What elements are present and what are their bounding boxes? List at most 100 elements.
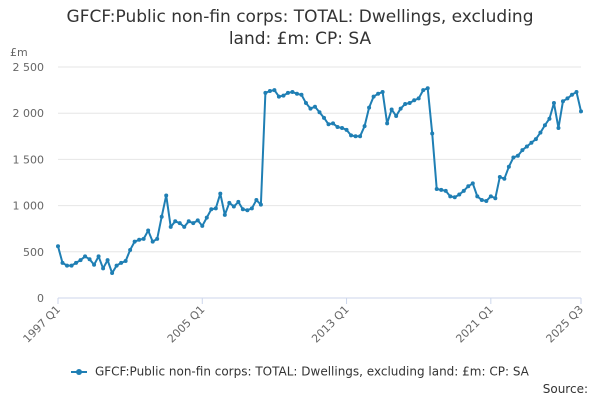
data-point bbox=[150, 239, 155, 244]
data-point bbox=[92, 262, 97, 267]
x-tick-label: 1997 Q1 bbox=[21, 303, 64, 346]
data-point bbox=[159, 214, 164, 219]
data-point bbox=[529, 140, 534, 145]
data-point bbox=[240, 207, 245, 212]
data-point bbox=[493, 196, 498, 201]
data-point bbox=[222, 212, 227, 217]
data-point bbox=[285, 90, 290, 95]
data-point bbox=[308, 106, 313, 111]
data-point bbox=[560, 99, 565, 104]
data-point bbox=[358, 134, 363, 139]
data-point bbox=[376, 91, 381, 96]
data-point bbox=[569, 92, 574, 97]
data-point bbox=[412, 98, 417, 103]
y-tick-label: 0 bbox=[37, 292, 44, 305]
data-point bbox=[56, 244, 60, 249]
data-point bbox=[520, 148, 525, 153]
legend-series-label: GFCF:Public non-fin corps: TOTAL: Dwelli… bbox=[94, 364, 529, 379]
data-point bbox=[276, 94, 281, 99]
data-point bbox=[114, 263, 119, 268]
data-point bbox=[299, 92, 304, 97]
data-point bbox=[141, 236, 146, 241]
data-point bbox=[317, 110, 322, 115]
data-point bbox=[371, 94, 376, 99]
data-point bbox=[538, 130, 543, 135]
data-point bbox=[367, 105, 372, 110]
data-point bbox=[245, 208, 250, 213]
data-point bbox=[218, 191, 223, 196]
data-point bbox=[488, 194, 493, 199]
data-point bbox=[101, 266, 106, 271]
source-label: Source: bbox=[542, 382, 588, 396]
data-point bbox=[385, 121, 390, 126]
data-point bbox=[430, 131, 435, 136]
data-point bbox=[303, 101, 308, 106]
data-point bbox=[272, 88, 277, 93]
data-point bbox=[60, 260, 65, 265]
data-point bbox=[65, 263, 70, 268]
data-point bbox=[312, 104, 317, 109]
data-point bbox=[511, 155, 516, 160]
data-point bbox=[123, 259, 128, 264]
data-point bbox=[231, 204, 236, 209]
legend-dot-sample bbox=[76, 368, 83, 375]
data-point bbox=[69, 263, 74, 268]
data-point bbox=[78, 258, 83, 263]
data-point bbox=[200, 223, 205, 228]
data-point bbox=[547, 116, 552, 121]
data-point bbox=[394, 113, 399, 118]
data-point bbox=[470, 181, 475, 186]
data-point bbox=[83, 254, 88, 259]
data-point bbox=[326, 122, 331, 127]
data-point bbox=[267, 89, 272, 94]
data-point bbox=[457, 192, 462, 197]
data-point bbox=[87, 257, 92, 262]
data-point bbox=[479, 198, 484, 203]
chart-legend[interactable]: GFCF:Public non-fin corps: TOTAL: Dwelli… bbox=[0, 364, 600, 379]
data-point bbox=[119, 260, 124, 265]
data-point bbox=[551, 101, 556, 106]
data-point bbox=[497, 174, 502, 179]
data-point bbox=[128, 247, 133, 252]
data-point bbox=[466, 184, 471, 189]
data-point bbox=[416, 96, 421, 101]
data-point bbox=[74, 260, 79, 265]
data-point bbox=[353, 134, 358, 139]
data-point bbox=[173, 219, 178, 224]
data-point bbox=[349, 133, 354, 138]
data-point bbox=[407, 101, 412, 106]
data-point bbox=[110, 271, 115, 276]
data-point bbox=[565, 96, 570, 101]
data-point bbox=[380, 89, 385, 94]
data-point bbox=[556, 125, 561, 130]
data-point bbox=[263, 90, 268, 95]
x-tick-label: 2025 Q3 bbox=[544, 303, 587, 346]
data-point bbox=[344, 127, 349, 132]
data-point bbox=[439, 187, 444, 192]
data-point bbox=[322, 115, 327, 120]
data-point bbox=[340, 125, 345, 130]
data-point bbox=[533, 137, 538, 142]
data-point bbox=[484, 198, 489, 203]
data-point bbox=[96, 254, 101, 259]
data-point bbox=[574, 89, 579, 94]
y-tick-label: 2 500 bbox=[13, 61, 45, 74]
data-point bbox=[542, 123, 547, 128]
data-point bbox=[209, 207, 214, 212]
data-point bbox=[164, 193, 169, 198]
data-point bbox=[443, 188, 448, 193]
data-point bbox=[281, 93, 286, 98]
data-point bbox=[475, 194, 480, 199]
data-point bbox=[335, 125, 340, 130]
y-tick-label: 2 000 bbox=[13, 107, 45, 120]
data-point bbox=[191, 221, 196, 226]
data-point bbox=[515, 153, 520, 158]
data-point bbox=[461, 188, 466, 193]
y-tick-label: 500 bbox=[23, 246, 44, 259]
data-point bbox=[146, 228, 151, 233]
data-point bbox=[236, 199, 241, 204]
data-point bbox=[137, 237, 142, 242]
series-line bbox=[57, 87, 582, 275]
data-point bbox=[362, 124, 367, 129]
